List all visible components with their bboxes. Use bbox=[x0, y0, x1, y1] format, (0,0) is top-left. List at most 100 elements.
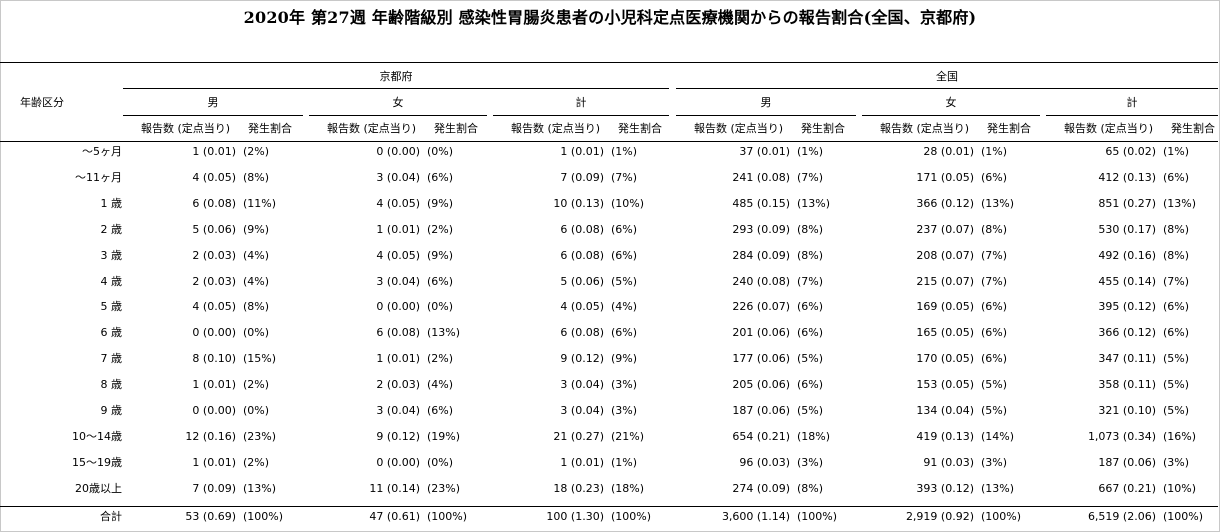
count-cell: 358 (0.11) bbox=[1098, 378, 1156, 392]
rate-cell: (6%) bbox=[797, 300, 824, 314]
count-cell: 6 (0.08) bbox=[560, 222, 604, 236]
rate-cell: (3%) bbox=[611, 378, 638, 392]
rate-cell: (11%) bbox=[243, 196, 277, 210]
sex-header: 男 bbox=[207, 96, 219, 109]
count-cell: 393 (0.12) bbox=[916, 481, 974, 495]
rate-cell: (9%) bbox=[243, 222, 270, 236]
rate-cell: (100%) bbox=[797, 510, 838, 523]
count-cell: 9 (0.12) bbox=[376, 429, 420, 443]
rate-cell: (100%) bbox=[1163, 510, 1204, 523]
row-label: 3 歳 bbox=[100, 248, 123, 262]
count-cell: 240 (0.08) bbox=[732, 274, 790, 288]
count-cell: 6,519 (2.06) bbox=[1087, 510, 1156, 523]
rate-cell: (14%) bbox=[981, 429, 1015, 443]
rate-cell: (5%) bbox=[797, 352, 824, 366]
sex-header: 女 bbox=[392, 96, 404, 109]
count-cell: 1 (0.01) bbox=[192, 145, 236, 158]
count-cell: 3 (0.04) bbox=[560, 404, 604, 417]
page-title: 2020年 第27週 年齢階級別 感染性胃腸炎患者の小児科定点医療機関からの報告… bbox=[243, 8, 977, 27]
rate-cell: (15%) bbox=[243, 352, 277, 366]
sex-header: 男 bbox=[760, 96, 772, 109]
row-header-label: 年齢区分 bbox=[20, 96, 64, 109]
row-label: 6 歳 bbox=[100, 326, 123, 340]
rate-cell: (6%) bbox=[1163, 170, 1190, 184]
rate-cell: (3%) bbox=[981, 455, 1008, 469]
count-cell: 187 (0.06) bbox=[1098, 455, 1156, 469]
count-cell: 4 (0.05) bbox=[376, 196, 420, 210]
count-cell: 3 (0.04) bbox=[376, 404, 420, 417]
count-cell: 5 (0.06) bbox=[192, 222, 236, 236]
count-cell: 5 (0.06) bbox=[560, 274, 604, 288]
rate-cell: (4%) bbox=[427, 378, 454, 392]
rate-cell: (7%) bbox=[797, 170, 824, 184]
count-cell: 11 (0.14) bbox=[369, 481, 420, 495]
count-cell: 6 (0.08) bbox=[192, 196, 236, 210]
row-label: 2 歳 bbox=[100, 222, 123, 236]
rate-cell: (6%) bbox=[611, 222, 638, 236]
region-underline-kyoto bbox=[123, 88, 669, 89]
rate-cell: (0%) bbox=[243, 404, 270, 417]
count-cell: 187 (0.06) bbox=[732, 404, 790, 417]
count-cell: 2 (0.03) bbox=[192, 248, 236, 262]
rate-subheader: 発生割合 bbox=[987, 122, 1031, 135]
rate-cell: (9%) bbox=[427, 248, 454, 262]
sex-underline bbox=[862, 115, 1040, 116]
count-cell: 1 (0.01) bbox=[560, 145, 604, 158]
sex-underline bbox=[123, 115, 303, 116]
rate-cell: (10%) bbox=[611, 196, 645, 210]
rate-cell: (5%) bbox=[1163, 352, 1190, 366]
count-cell: 274 (0.09) bbox=[732, 481, 790, 495]
count-cell: 1 (0.01) bbox=[376, 222, 420, 236]
rate-cell: (6%) bbox=[981, 300, 1008, 314]
count-cell: 321 (0.10) bbox=[1098, 404, 1156, 417]
rate-cell: (7%) bbox=[1163, 274, 1190, 288]
row-label: 4 歳 bbox=[100, 274, 123, 288]
rate-cell: (9%) bbox=[611, 352, 638, 366]
rate-cell: (13%) bbox=[427, 326, 461, 340]
count-cell: 7 (0.09) bbox=[192, 481, 236, 495]
rate-cell: (2%) bbox=[243, 455, 270, 469]
count-cell: 0 (0.00) bbox=[376, 145, 420, 158]
rate-cell: (5%) bbox=[981, 378, 1008, 392]
row-label: ～5ヶ月 bbox=[82, 145, 122, 158]
count-cell: 53 (0.69) bbox=[185, 510, 236, 523]
count-cell: 4 (0.05) bbox=[560, 300, 604, 314]
rate-cell: (8%) bbox=[1163, 248, 1190, 262]
sex-header: 女 bbox=[945, 96, 957, 109]
sex-underline bbox=[493, 115, 669, 116]
rate-subheader: 発生割合 bbox=[618, 122, 662, 135]
rate-cell: (6%) bbox=[981, 352, 1008, 366]
rate-cell: (7%) bbox=[611, 170, 638, 184]
rate-cell: (5%) bbox=[797, 404, 824, 417]
count-cell: 226 (0.07) bbox=[732, 300, 790, 314]
count-cell: 134 (0.04) bbox=[916, 404, 974, 417]
count-cell: 4 (0.05) bbox=[376, 248, 420, 262]
count-cell: 171 (0.05) bbox=[916, 170, 974, 184]
rate-cell: (1%) bbox=[1163, 145, 1190, 158]
count-cell: 6 (0.08) bbox=[560, 326, 604, 340]
count-cell: 654 (0.21) bbox=[732, 429, 790, 443]
rate-subheader: 発生割合 bbox=[248, 122, 292, 135]
row-label: 8 歳 bbox=[100, 378, 123, 392]
rate-subheader: 発生割合 bbox=[1171, 122, 1215, 135]
count-cell: 1 (0.01) bbox=[192, 455, 236, 469]
sex-underline bbox=[309, 115, 487, 116]
count-cell: 0 (0.00) bbox=[376, 300, 420, 314]
rate-cell: (6%) bbox=[797, 326, 824, 340]
count-cell: 47 (0.61) bbox=[369, 510, 420, 523]
rate-cell: (8%) bbox=[981, 222, 1008, 236]
count-cell: 205 (0.06) bbox=[732, 378, 790, 392]
rate-cell: (5%) bbox=[1163, 404, 1190, 417]
rate-cell: (100%) bbox=[243, 510, 284, 523]
rate-cell: (13%) bbox=[1163, 196, 1197, 210]
rate-cell: (4%) bbox=[243, 274, 270, 288]
rate-cell: (0%) bbox=[427, 455, 454, 469]
rate-cell: (6%) bbox=[427, 170, 454, 184]
count-cell: 65 (0.02) bbox=[1105, 145, 1156, 158]
rate-cell: (2%) bbox=[243, 378, 270, 392]
count-cell: 169 (0.05) bbox=[916, 300, 974, 314]
rate-cell: (9%) bbox=[427, 196, 454, 210]
rate-cell: (13%) bbox=[797, 196, 831, 210]
rate-cell: (5%) bbox=[1163, 378, 1190, 392]
rate-cell: (6%) bbox=[981, 326, 1008, 340]
